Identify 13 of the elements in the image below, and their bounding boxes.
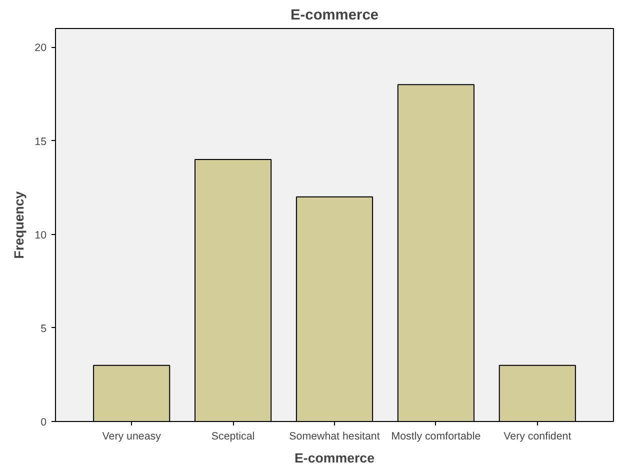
y-tick-label: 5 bbox=[40, 322, 47, 335]
y-tick-label: 0 bbox=[40, 416, 47, 428]
x-tick-label: Sceptical bbox=[211, 430, 255, 442]
y-axis-title: Frequency bbox=[12, 190, 27, 259]
x-tick-label: Mostly comfortable bbox=[391, 430, 481, 442]
y-tick-label: 20 bbox=[34, 42, 47, 54]
y-tick-label: 15 bbox=[34, 136, 47, 148]
x-tick-label: Very confident bbox=[504, 430, 572, 442]
x-tick-label: Somewhat hesitant bbox=[289, 430, 380, 442]
chart-title: E-commerce bbox=[290, 8, 378, 24]
x-axis-title: E-commerce bbox=[294, 450, 375, 466]
y-tick-label: 10 bbox=[34, 229, 47, 242]
x-tick-label: Very uneasy bbox=[102, 430, 162, 442]
